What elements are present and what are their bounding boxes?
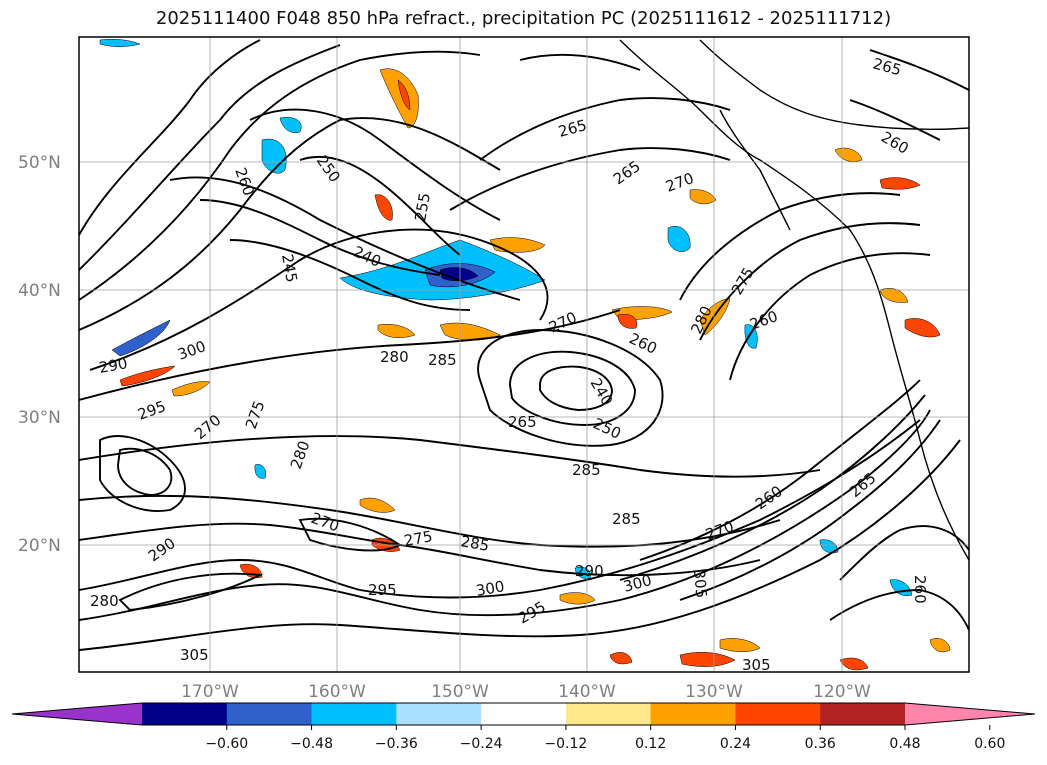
longitude-labels: 170°W 160°W 150°W 140°W 130°W 120°W: [181, 682, 871, 702]
contour-label: 255: [411, 191, 434, 222]
colorbar: [11, 702, 1036, 726]
colorbar-segment: [565, 703, 652, 725]
contour-label: 280: [380, 348, 409, 366]
colorbar-tick-label: −0.12: [544, 736, 587, 752]
contour-label: 290: [98, 354, 129, 377]
colorbar-tick-label: 0.36: [805, 736, 836, 752]
lon-label: 140°W: [558, 682, 616, 702]
colorbar-outline: [11, 702, 1036, 726]
colorbar-segment: [226, 703, 313, 725]
lon-label: 130°W: [685, 682, 743, 702]
latitude-labels: 50°N 40°N 30°N 20°N: [18, 153, 61, 556]
colorbar-labels: −0.60 −0.48 −0.36 −0.24 −0.12 0.12 0.24 0.36 0.4…: [205, 725, 1005, 752]
colorbar-tick-label: −0.24: [460, 736, 503, 752]
lon-label: 120°W: [813, 682, 871, 702]
colorbar-extend-low: [12, 703, 142, 725]
contour-label: 275: [403, 527, 434, 550]
colorbar-segment: [650, 703, 736, 725]
colorbar-segment: [142, 703, 228, 725]
contour-label: 290: [575, 562, 604, 580]
contour-label: 245: [278, 253, 301, 284]
map-frame: [78, 36, 970, 673]
colorbar-segment: [820, 703, 906, 725]
contour-label: 285: [572, 461, 601, 479]
contour-label: 295: [368, 581, 397, 599]
colorbar-segment: [311, 703, 397, 725]
contour-label: 280: [90, 592, 119, 610]
lon-label: 160°W: [308, 682, 366, 702]
contour-label: 305: [180, 646, 209, 664]
colorbar-tick-label: −0.60: [205, 736, 248, 752]
lat-label: 30°N: [18, 408, 61, 428]
lon-label: 170°W: [181, 682, 239, 702]
colorbar-tick-label: −0.36: [375, 736, 418, 752]
colorbar-segment: [396, 703, 482, 725]
contour-label: 285: [612, 510, 641, 528]
lat-label: 40°N: [18, 281, 61, 301]
contour-label: 285: [459, 532, 490, 555]
colorbar-segment: [481, 703, 567, 725]
refractivity-contours: [79, 39, 969, 651]
contour-label: 305: [690, 569, 710, 599]
precip-shading: [99, 38, 951, 671]
colorbar-tick-label: 0.24: [720, 736, 751, 752]
colorbar-segment: [735, 703, 821, 725]
contour-label: 300: [475, 577, 506, 600]
graticule: [79, 37, 969, 672]
contour-label: 305: [742, 656, 771, 674]
map-area: 265 265 265 260 260 260 250 255 240 245 …: [79, 37, 969, 674]
contour-label: 260: [911, 575, 929, 604]
colorbar-tick-label: 0.60: [974, 736, 1005, 752]
contour-label: 285: [428, 351, 457, 369]
colorbar-tick-label: −0.48: [290, 736, 333, 752]
colorbar-tick-label: 0.12: [635, 736, 666, 752]
coastline: [619, 39, 969, 561]
lat-label: 20°N: [18, 536, 61, 556]
colorbar-tick-label: 0.48: [889, 736, 920, 752]
contour-label: 265: [508, 413, 537, 431]
colorbar-extend-high: [905, 703, 1035, 725]
map-title: 2025111400 F048 850 hPa refract., precip…: [155, 8, 892, 29]
lon-label: 150°W: [431, 682, 489, 702]
lat-label: 50°N: [18, 153, 61, 173]
